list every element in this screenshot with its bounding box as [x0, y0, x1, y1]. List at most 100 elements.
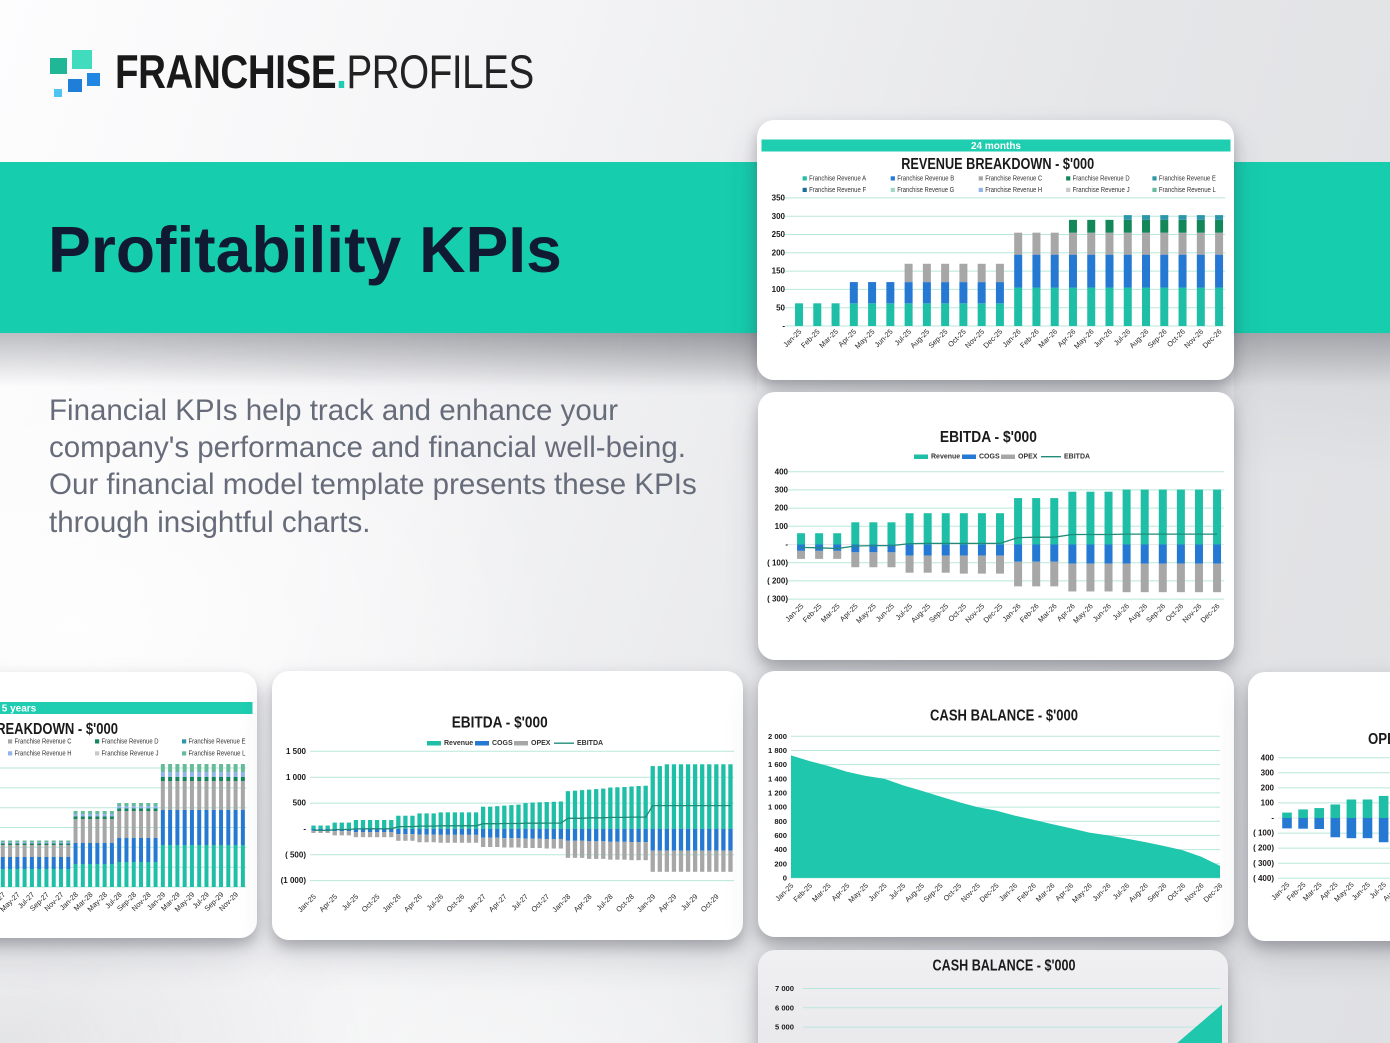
- svg-text:Nov-25: Nov-25: [963, 327, 986, 350]
- svg-text:Franchise Revenue J: Franchise Revenue J: [1073, 187, 1130, 194]
- svg-text:Nov-26: Nov-26: [1180, 602, 1203, 625]
- svg-text:-: -: [1271, 814, 1274, 823]
- svg-text:Sep-25: Sep-25: [927, 327, 950, 350]
- svg-text:Feb-26: Feb-26: [1018, 602, 1041, 625]
- svg-text:Sep-26: Sep-26: [1145, 881, 1168, 904]
- svg-text:Jun-25: Jun-25: [874, 602, 896, 624]
- svg-text:1 200: 1 200: [768, 789, 787, 798]
- svg-text:Dec-26: Dec-26: [1201, 881, 1224, 904]
- svg-text:Aug-25: Aug-25: [908, 327, 931, 350]
- svg-text:Oct-28: Oct-28: [614, 892, 636, 914]
- svg-text:Dec-26: Dec-26: [1201, 327, 1224, 350]
- svg-text:EBITDA: EBITDA: [1064, 454, 1090, 461]
- svg-text:Aug-26: Aug-26: [1127, 881, 1150, 904]
- svg-text:0: 0: [783, 874, 787, 883]
- svg-text:50: 50: [776, 303, 785, 312]
- svg-text:Jan-25: Jan-25: [773, 881, 795, 903]
- svg-text:( 200): ( 200): [1253, 844, 1274, 853]
- svg-text:( 400): ( 400): [1253, 874, 1274, 883]
- svg-text:Dec-25: Dec-25: [981, 602, 1004, 625]
- svg-text:5 years: 5 years: [2, 704, 37, 715]
- svg-text:7 000: 7 000: [775, 984, 794, 993]
- svg-text:200: 200: [774, 859, 787, 868]
- svg-text:( 300): ( 300): [767, 595, 788, 604]
- svg-text:Franchise Revenue H: Franchise Revenue H: [985, 187, 1042, 194]
- svg-text:Oct-26: Oct-26: [444, 892, 466, 914]
- svg-text:COGS: COGS: [492, 740, 513, 747]
- svg-text:400: 400: [774, 845, 787, 854]
- svg-text:Jan-28: Jan-28: [550, 892, 572, 914]
- svg-text:Jan-27: Jan-27: [465, 892, 487, 914]
- svg-text:Jun-25: Jun-25: [1350, 880, 1372, 902]
- svg-text:1 500: 1 500: [286, 747, 307, 756]
- svg-text:Revenue: Revenue: [444, 740, 473, 747]
- svg-text:( 100): ( 100): [767, 558, 788, 567]
- svg-text:-: -: [782, 322, 785, 331]
- svg-text:1 600: 1 600: [768, 760, 787, 769]
- svg-text:Jul-28: Jul-28: [594, 892, 614, 912]
- svg-text:Aug-26: Aug-26: [1126, 602, 1149, 625]
- svg-text:Apr-28: Apr-28: [572, 892, 594, 914]
- svg-text:200: 200: [772, 248, 786, 257]
- svg-text:EBITDA - $'000: EBITDA - $'000: [452, 715, 548, 732]
- svg-text:CASH BALANCE - $'000: CASH BALANCE - $'000: [930, 707, 1078, 724]
- svg-text:400: 400: [775, 467, 789, 476]
- svg-text:Jun-25: Jun-25: [873, 327, 895, 349]
- svg-text:May-26: May-26: [1071, 602, 1095, 626]
- svg-text:REVENUE BREAKDOWN - $'000: REVENUE BREAKDOWN - $'000: [0, 721, 118, 738]
- svg-text:Franchise Revenue B: Franchise Revenue B: [897, 176, 954, 183]
- svg-text:Mar-26: Mar-26: [1036, 327, 1059, 350]
- svg-text:Franchise Revenue C: Franchise Revenue C: [985, 176, 1042, 183]
- svg-text:Oct-29: Oct-29: [699, 892, 721, 914]
- svg-text:1 400: 1 400: [768, 774, 787, 783]
- svg-text:Apr-27: Apr-27: [487, 892, 509, 914]
- svg-text:Jul-25: Jul-25: [340, 892, 360, 912]
- svg-text:100: 100: [775, 522, 789, 531]
- svg-text:Oct-25: Oct-25: [360, 892, 382, 914]
- svg-text:Apr-25: Apr-25: [317, 892, 339, 914]
- svg-text:( 300): ( 300): [1253, 859, 1274, 868]
- svg-text:May-26: May-26: [1072, 327, 1096, 351]
- svg-text:May-26: May-26: [1070, 881, 1094, 905]
- svg-text:( 500): ( 500): [285, 850, 306, 859]
- svg-text:Dec-25: Dec-25: [981, 327, 1004, 350]
- svg-text:Mar-25: Mar-25: [817, 327, 840, 350]
- svg-text:2 000: 2 000: [768, 732, 787, 741]
- svg-text:Dec-25: Dec-25: [978, 881, 1001, 904]
- svg-text:1 000: 1 000: [286, 773, 307, 782]
- svg-text:Franchise Revenue D: Franchise Revenue D: [102, 739, 159, 746]
- svg-text:Aug-25: Aug-25: [903, 881, 926, 904]
- svg-text:Franchise Revenue C: Franchise Revenue C: [15, 739, 72, 746]
- svg-text:Jul-27: Jul-27: [509, 892, 529, 912]
- svg-text:Aug-25: Aug-25: [1381, 880, 1390, 903]
- svg-text:Jul-26: Jul-26: [425, 892, 445, 912]
- svg-text:Franchise Revenue G: Franchise Revenue G: [897, 187, 954, 194]
- svg-text:6 000: 6 000: [775, 1003, 794, 1012]
- svg-text:Sep-26: Sep-26: [1146, 327, 1169, 350]
- svg-text:Franchise Revenue E: Franchise Revenue E: [1159, 176, 1216, 183]
- svg-text:Franchise Revenue L: Franchise Revenue L: [1159, 187, 1216, 194]
- svg-text:300: 300: [775, 486, 789, 495]
- svg-text:COGS: COGS: [979, 454, 1000, 461]
- svg-text:1 000: 1 000: [768, 803, 787, 812]
- svg-text:Sep-25: Sep-25: [922, 881, 945, 904]
- svg-text:-: -: [303, 825, 306, 834]
- svg-text:CASH BALANCE - $'000: CASH BALANCE - $'000: [933, 958, 1076, 975]
- svg-text:100: 100: [1261, 799, 1275, 808]
- svg-text:Feb-25: Feb-25: [799, 327, 822, 350]
- svg-text:Oct-27: Oct-27: [529, 892, 551, 914]
- svg-text:Mar-26: Mar-26: [1034, 881, 1057, 904]
- svg-text:Jun-26: Jun-26: [1091, 602, 1113, 624]
- svg-text:Jun-25: Jun-25: [867, 881, 889, 903]
- svg-text:1 800: 1 800: [768, 746, 787, 755]
- svg-text:Nov-26: Nov-26: [1182, 327, 1205, 350]
- svg-text:400: 400: [1261, 753, 1275, 762]
- svg-text:Revenue: Revenue: [931, 454, 960, 461]
- svg-text:Jun-26: Jun-26: [1092, 327, 1114, 349]
- svg-text:Jan-26: Jan-26: [997, 881, 1019, 903]
- svg-text:800: 800: [774, 817, 787, 826]
- svg-text:OPEX: OPEX: [531, 740, 551, 747]
- svg-text:May-25: May-25: [846, 881, 870, 905]
- svg-text:Nov-26: Nov-26: [1183, 881, 1206, 904]
- svg-text:( 200): ( 200): [767, 577, 788, 586]
